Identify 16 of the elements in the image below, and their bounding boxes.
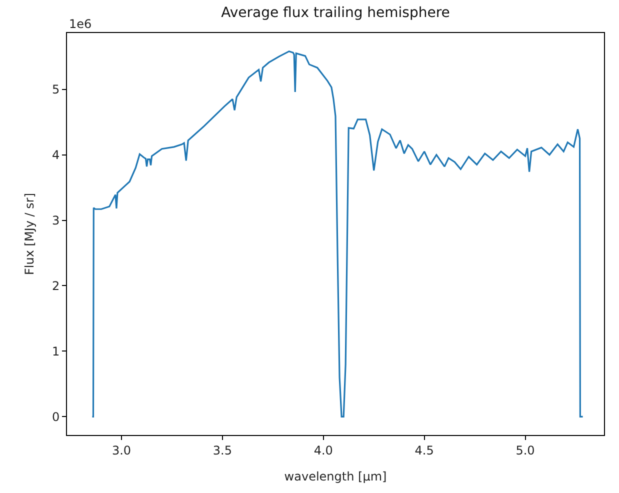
x-axis-title: wavelength [μm] <box>284 469 387 484</box>
x-tick-label: 4.5 <box>414 443 434 458</box>
chart-title: Average flux trailing hemisphere <box>221 5 450 22</box>
y-tick-label: 0 <box>52 410 60 424</box>
y-tick-label: 3 <box>52 213 60 228</box>
y-axis-title: Flux [MJy / sr] <box>22 193 36 275</box>
x-tick-label: 3.0 <box>112 443 132 458</box>
line-series <box>91 50 584 418</box>
x-tick-label: 4.0 <box>314 443 333 458</box>
text: 1e6 <box>69 17 92 31</box>
y-tick-label: 4 <box>52 148 60 162</box>
y-tick-label: 5 <box>52 82 60 97</box>
x-tick-label: 5.0 <box>516 443 535 458</box>
y-tick-label: 1 <box>52 344 60 358</box>
y-tick-label: 2 <box>52 278 60 293</box>
x-tick-label: 3.5 <box>212 443 232 458</box>
